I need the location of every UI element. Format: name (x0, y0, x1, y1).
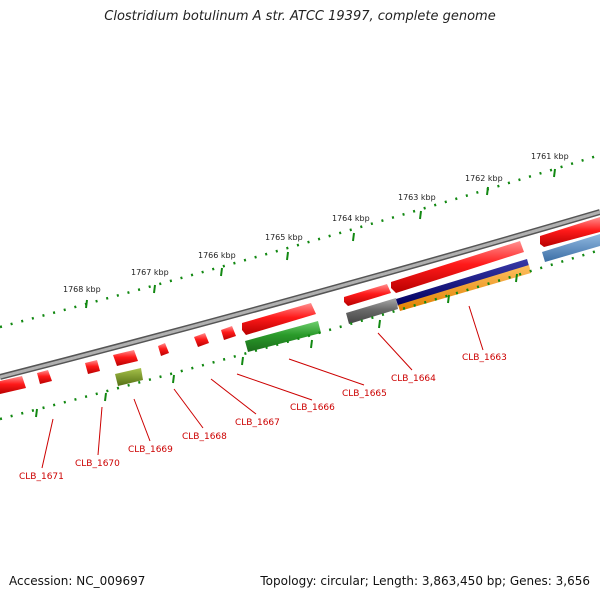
ruler-label: 1761 kbp (531, 152, 569, 161)
outer-ruler-ticks (85, 168, 556, 309)
gene-arrow (540, 217, 600, 247)
gene-label: CLB_1663 (462, 353, 507, 363)
gene-label: CLB_1670 (75, 459, 120, 469)
map-title: Clostridium botulinum A str. ATCC 19397,… (104, 9, 496, 24)
gene-label: CLB_1667 (235, 418, 280, 428)
gene-arrow (391, 241, 524, 293)
topology-summary: Topology: circular; Length: 3,863,450 bp… (260, 574, 590, 588)
gene-arrow (37, 370, 52, 384)
gene-arrow (0, 376, 26, 394)
ruler-label: 1764 kbp (332, 214, 370, 223)
inner-ruler-ticks (35, 273, 518, 418)
gene-labels: CLB_1663 CLB_1664 CLB_1665 CLB_1666 CLB_… (19, 353, 507, 482)
ruler-labels: 1761 kbp 1762 kbp 1763 kbp 1764 kbp 1765… (63, 152, 569, 294)
orange-feature (398, 265, 531, 311)
gene-label: CLB_1665 (342, 389, 387, 399)
gene-arrow (113, 350, 138, 366)
gene-arrow (85, 360, 100, 374)
label-leaders (41, 305, 484, 469)
unknown-feature (346, 298, 398, 324)
olive-feature (115, 368, 143, 386)
navy-feature (396, 259, 529, 306)
forward-genes (0, 217, 600, 394)
feature-track (115, 234, 600, 386)
accession-text: Accession: NC_009697 (9, 574, 146, 588)
ruler-label: 1767 kbp (131, 268, 169, 277)
gene-label: CLB_1668 (182, 432, 227, 442)
gene-label: CLB_1666 (290, 403, 335, 413)
gene-label: CLB_1664 (391, 374, 436, 384)
gene-arrow (194, 333, 209, 347)
rna-feature (245, 321, 321, 352)
gene-arrow (221, 326, 236, 340)
ruler-label: 1768 kbp (63, 285, 101, 294)
gene-label: CLB_1671 (19, 472, 64, 482)
gene-arrow (242, 303, 316, 335)
backbone (0, 210, 600, 379)
ruler-label: 1762 kbp (465, 174, 503, 183)
light-blue-feature (542, 234, 600, 262)
gene-arrow (344, 284, 391, 306)
ruler-label: 1765 kbp (265, 233, 303, 242)
ruler-label: 1763 kbp (398, 193, 436, 202)
ruler-label: 1766 kbp (198, 251, 236, 260)
gene-label: CLB_1669 (128, 445, 173, 455)
gene-arrow (158, 343, 169, 356)
